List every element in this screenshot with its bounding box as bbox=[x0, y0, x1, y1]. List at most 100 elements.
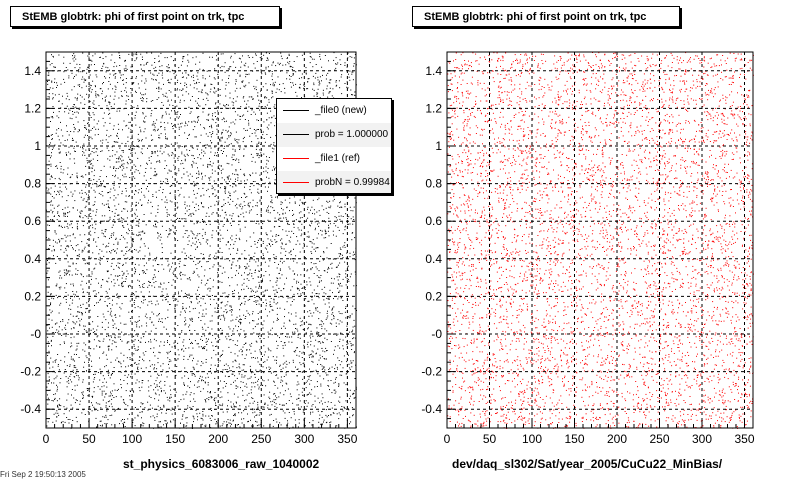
data-point bbox=[67, 195, 69, 197]
data-point bbox=[257, 188, 259, 190]
data-point bbox=[186, 65, 188, 67]
data-point bbox=[266, 302, 267, 304]
data-point bbox=[130, 131, 132, 133]
data-point bbox=[256, 79, 258, 81]
data-point bbox=[226, 218, 228, 220]
data-point bbox=[126, 342, 128, 344]
data-point bbox=[313, 95, 315, 97]
data-point bbox=[222, 53, 224, 55]
data-point bbox=[75, 250, 76, 252]
data-point bbox=[126, 91, 127, 93]
data-point bbox=[178, 354, 180, 356]
data-point bbox=[197, 121, 198, 123]
data-point bbox=[86, 262, 88, 264]
data-point bbox=[253, 290, 254, 292]
data-point bbox=[342, 222, 343, 224]
data-point bbox=[169, 344, 171, 346]
data-point bbox=[52, 204, 54, 206]
data-point bbox=[140, 53, 142, 55]
data-point bbox=[65, 299, 67, 300]
data-point bbox=[260, 69, 262, 71]
data-point bbox=[247, 55, 249, 57]
data-point bbox=[236, 107, 238, 109]
data-point bbox=[243, 174, 245, 176]
data-point bbox=[208, 399, 210, 401]
data-point bbox=[168, 233, 170, 235]
data-point bbox=[47, 81, 48, 82]
data-point bbox=[275, 399, 277, 401]
data-point bbox=[158, 270, 159, 272]
data-point bbox=[209, 245, 211, 247]
data-point bbox=[212, 115, 213, 117]
data-point bbox=[105, 71, 107, 73]
data-point bbox=[53, 111, 54, 113]
data-point bbox=[243, 136, 245, 138]
data-point bbox=[141, 80, 143, 82]
data-point bbox=[109, 95, 111, 97]
data-point bbox=[270, 136, 272, 138]
data-point bbox=[268, 396, 270, 398]
data-point bbox=[235, 83, 236, 85]
data-point bbox=[102, 243, 104, 245]
data-point bbox=[310, 393, 312, 395]
data-point bbox=[107, 270, 109, 272]
data-point bbox=[102, 139, 104, 141]
data-point bbox=[167, 265, 169, 267]
data-point bbox=[108, 348, 110, 350]
data-point bbox=[319, 354, 321, 356]
data-point bbox=[138, 234, 140, 236]
data-point bbox=[161, 412, 163, 414]
data-point bbox=[140, 337, 142, 339]
data-point bbox=[115, 346, 117, 348]
data-point bbox=[154, 58, 156, 59]
data-point bbox=[212, 119, 214, 121]
data-point bbox=[140, 131, 142, 133]
data-point bbox=[153, 274, 155, 276]
data-point bbox=[112, 299, 113, 301]
data-point bbox=[229, 195, 231, 197]
data-point bbox=[149, 318, 151, 320]
data-point bbox=[229, 260, 231, 262]
data-point bbox=[255, 130, 257, 132]
data-point bbox=[244, 303, 246, 305]
data-point bbox=[260, 265, 262, 267]
data-point bbox=[258, 303, 260, 305]
data-point bbox=[235, 238, 237, 240]
data-point bbox=[75, 273, 76, 275]
data-point bbox=[212, 131, 214, 133]
data-point bbox=[347, 218, 348, 220]
data-point bbox=[335, 425, 337, 427]
data-point bbox=[167, 422, 168, 424]
data-point bbox=[47, 355, 49, 356]
data-point bbox=[106, 335, 108, 337]
data-point bbox=[59, 275, 61, 277]
data-point bbox=[335, 325, 337, 327]
data-point bbox=[76, 255, 78, 257]
data-point bbox=[225, 385, 227, 387]
data-point bbox=[108, 150, 110, 152]
data-point bbox=[224, 375, 226, 377]
data-point bbox=[123, 120, 125, 122]
data-point bbox=[326, 350, 328, 351]
data-point bbox=[307, 327, 309, 329]
data-point bbox=[199, 412, 201, 414]
data-point bbox=[214, 88, 216, 90]
data-point bbox=[71, 389, 73, 390]
data-point bbox=[73, 285, 74, 287]
data-point bbox=[193, 357, 194, 359]
data-point bbox=[77, 177, 78, 179]
data-point bbox=[117, 241, 119, 243]
data-point bbox=[194, 307, 196, 309]
data-point bbox=[88, 368, 90, 370]
data-point bbox=[175, 267, 177, 269]
data-point bbox=[120, 77, 121, 79]
data-point bbox=[190, 71, 192, 72]
data-point bbox=[265, 52, 267, 54]
data-point bbox=[312, 351, 314, 353]
data-point bbox=[70, 342, 72, 344]
data-point bbox=[353, 390, 355, 392]
data-point bbox=[235, 80, 237, 82]
data-point bbox=[317, 199, 319, 201]
data-point bbox=[210, 88, 212, 90]
data-point bbox=[218, 298, 220, 300]
